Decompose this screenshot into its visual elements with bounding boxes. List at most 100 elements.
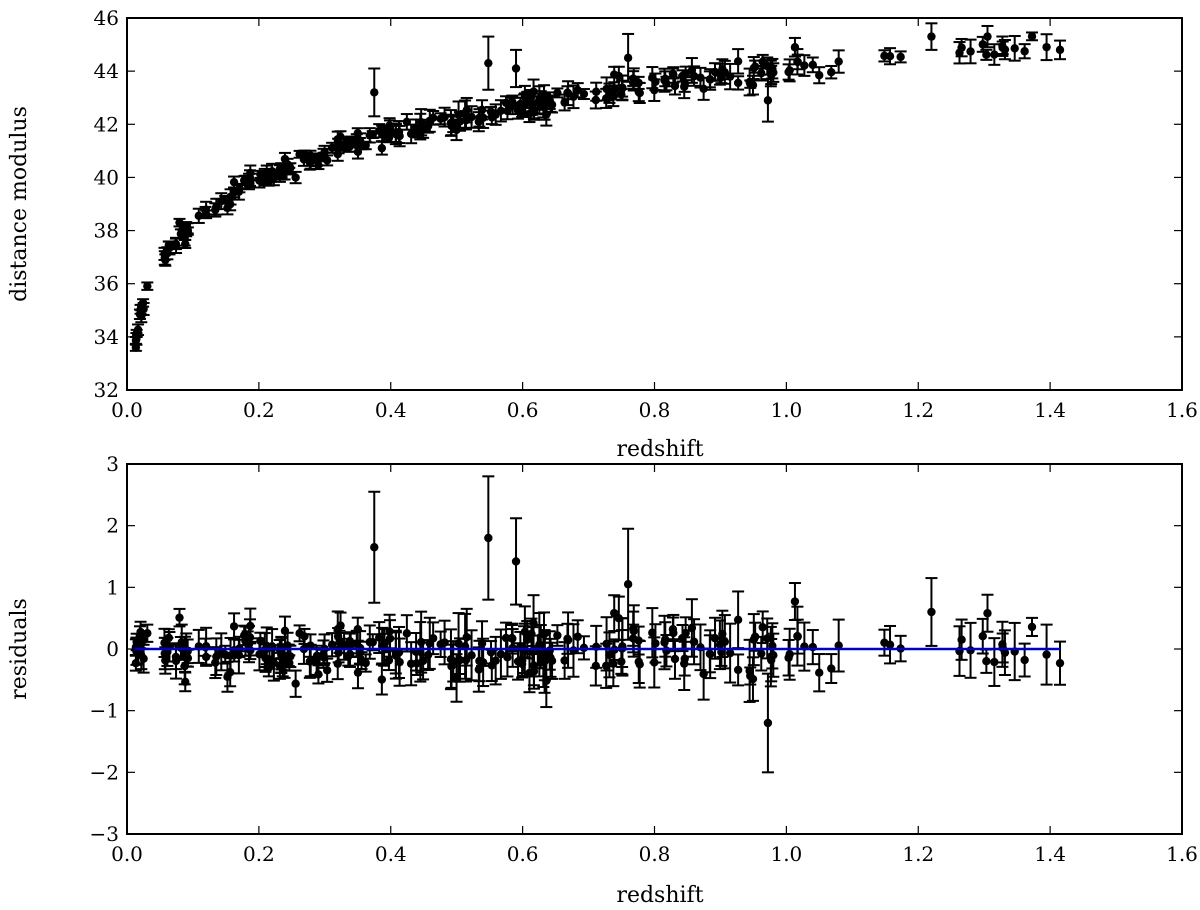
bottom-data-point	[415, 610, 428, 674]
top-data-point	[600, 87, 613, 109]
top-data-point	[1008, 35, 1021, 62]
top-data-point	[658, 67, 671, 93]
bottom-data-point	[135, 640, 148, 671]
top-data-point	[199, 205, 212, 216]
top-data-point	[253, 172, 266, 189]
top-data-point	[415, 108, 428, 137]
bottom-data-point	[353, 640, 366, 665]
bottom-data-point	[925, 577, 938, 647]
top-data-point	[571, 82, 584, 99]
bottom-data-point	[678, 636, 691, 692]
top-data-point	[925, 22, 938, 51]
bottom-data-point	[351, 616, 364, 642]
top-data-point	[788, 36, 801, 58]
bottom-data-point	[489, 635, 502, 686]
top-data-point	[243, 169, 256, 187]
bottom-data-point	[175, 623, 188, 661]
bottom-data-point	[668, 638, 681, 680]
top-data-point	[500, 95, 513, 111]
bottom-y-tick-label: 3	[106, 452, 119, 476]
bottom-data-point	[209, 646, 222, 680]
top-data-point	[485, 106, 498, 118]
residuals-panel: 0.0 0.2 0.4 0.6 0.8 1.0 1.2 1.4 1.6 −3 −2 −1 0 1 2 3 r…	[7, 452, 1198, 908]
bottom-data-point	[459, 637, 472, 683]
top-x-tick-label: 1.0	[770, 398, 802, 422]
bottom-y-tick-label: 2	[106, 514, 119, 538]
top-data-point	[577, 88, 590, 101]
top-x-tick-label: 1.4	[1034, 398, 1066, 422]
bottom-data-point	[558, 641, 571, 680]
bottom-data-point	[884, 624, 897, 665]
top-data-point	[884, 47, 897, 66]
bottom-data-point	[438, 619, 451, 666]
bottom-data-point	[658, 614, 671, 671]
bottom-data-point	[275, 635, 288, 674]
top-data-point	[275, 162, 288, 180]
top-plot-area	[129, 22, 1067, 352]
bottom-data-point	[798, 621, 811, 672]
bottom-data-point	[600, 642, 613, 689]
top-data-point	[331, 130, 344, 148]
bottom-data-point	[472, 646, 485, 693]
bottom-data-point	[761, 617, 774, 660]
bottom-data-point	[368, 490, 381, 604]
top-data-point	[510, 48, 523, 89]
bottom-plot-area	[129, 475, 1067, 774]
top-data-point	[135, 309, 148, 324]
top-y-tick-label: 32	[94, 378, 119, 402]
bottom-data-point	[551, 624, 564, 647]
bottom-data-point	[173, 607, 186, 628]
bottom-data-point	[988, 637, 1001, 687]
bottom-x-tick-label: 0.6	[507, 842, 539, 866]
bottom-data-point	[289, 669, 302, 698]
top-data-point	[964, 38, 977, 65]
bottom-data-point	[761, 672, 774, 774]
top-y-tick-label: 38	[94, 219, 119, 243]
top-data-point	[627, 70, 640, 87]
top-data-point	[427, 109, 440, 126]
bottom-data-point	[423, 616, 436, 670]
bottom-data-point	[649, 623, 662, 664]
top-data-point	[806, 56, 819, 74]
bottom-data-point	[694, 623, 707, 672]
top-data-point	[612, 65, 625, 87]
bottom-data-point	[331, 610, 344, 648]
top-data-point	[761, 78, 774, 123]
top-x-tick-label: 1.2	[902, 398, 934, 422]
top-data-point	[743, 67, 756, 97]
bottom-data-point	[351, 655, 364, 690]
top-y-tick-label: 44	[94, 59, 119, 83]
bottom-data-point	[278, 615, 291, 646]
bottom-data-point	[192, 628, 205, 664]
top-data-point	[465, 105, 478, 129]
top-data-point	[1026, 31, 1039, 42]
bottom-data-point	[782, 638, 795, 677]
top-x-tick-label: 0.8	[639, 398, 671, 422]
top-data-point	[1054, 39, 1067, 61]
top-data-point	[537, 94, 550, 119]
top-y-tick-label: 34	[94, 325, 119, 349]
bottom-data-point	[318, 633, 331, 665]
distance-modulus-panel: 0.0 0.2 0.4 0.6 0.8 1.0 1.2 1.4 1.6 32 34 36 38 40 42…	[7, 6, 1198, 462]
bottom-data-point	[482, 475, 495, 601]
top-data-point	[224, 188, 237, 206]
bottom-data-point	[964, 621, 977, 679]
bottom-data-point	[537, 633, 550, 689]
top-data-point	[526, 92, 539, 116]
bottom-data-point	[981, 593, 994, 633]
top-data-point	[353, 136, 366, 149]
bottom-data-point	[953, 625, 966, 677]
top-data-point	[685, 57, 698, 84]
top-data-point	[697, 76, 710, 101]
bottom-data-point	[427, 621, 440, 656]
top-data-point	[756, 53, 769, 70]
bottom-data-point	[806, 629, 819, 666]
bottom-data-point	[718, 614, 731, 670]
bottom-data-point	[500, 621, 513, 655]
top-x-tick-label: 1.6	[1166, 398, 1198, 422]
top-data-point	[482, 35, 495, 91]
bottom-y-tick-label: −3	[90, 822, 119, 846]
top-x-tick-label: 0.4	[375, 398, 407, 422]
top-data-point	[178, 228, 191, 247]
